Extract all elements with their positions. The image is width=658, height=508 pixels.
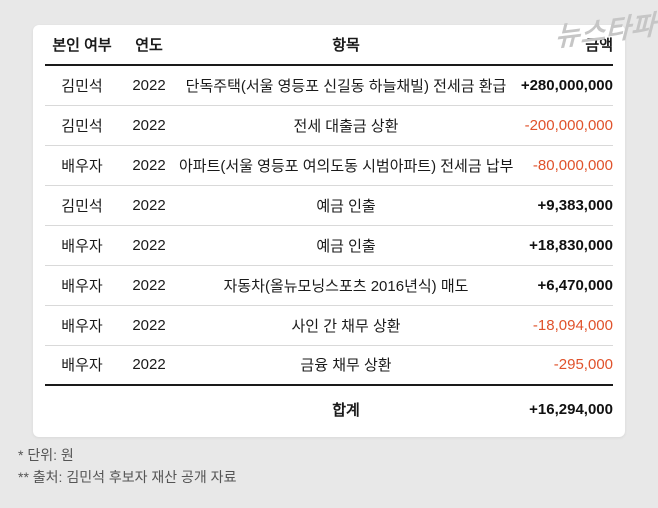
item-cell: 예금 인출 (179, 185, 513, 226)
total-empty-year (119, 385, 179, 433)
year-cell: 2022 (119, 65, 179, 106)
person-cell: 배우자 (45, 305, 119, 346)
amount-cell: +280,000,000 (513, 65, 613, 106)
total-row: 합계 +16,294,000 (45, 385, 613, 433)
table-row: 김민석 2022 전세 대출금 상환 -200,000,000 (45, 105, 613, 146)
item-cell: 금융 채무 상환 (179, 345, 513, 386)
item-cell: 사인 간 채무 상환 (179, 305, 513, 346)
amount-cell: -18,094,000 (513, 305, 613, 346)
item-cell: 자동차(올뉴모닝스포츠 2016년식) 매도 (179, 265, 513, 306)
amount-cell: -200,000,000 (513, 105, 613, 146)
total-empty-person (45, 385, 119, 433)
person-cell: 배우자 (45, 265, 119, 306)
person-cell: 배우자 (45, 345, 119, 386)
total-label: 합계 (332, 402, 360, 419)
year-cell: 2022 (119, 105, 179, 146)
person-cell: 김민석 (45, 65, 119, 106)
year-cell: 2022 (119, 265, 179, 306)
table-card: 본인 여부 연도 항목 금액 김민석 2022 단독주택(서울 영등포 신길동 하늘… (33, 25, 625, 437)
table-row: 김민석 2022 예금 인출 +9,383,000 (45, 185, 613, 226)
year-cell: 2022 (119, 145, 179, 186)
footnote-source: ** 출처: 김민석 후보자 재산 공개 자료 (18, 469, 237, 485)
amount-cell: -295,000 (513, 345, 613, 386)
item-cell: 예금 인출 (179, 225, 513, 266)
asset-changes-table: 본인 여부 연도 항목 금액 김민석 2022 단독주택(서울 영등포 신길동 하늘… (45, 25, 613, 433)
col-header-item: 항목 (179, 25, 513, 66)
amount-cell: +18,830,000 (513, 225, 613, 266)
person-cell: 배우자 (45, 225, 119, 266)
table-row: 배우자 2022 사인 간 채무 상환 -18,094,000 (45, 305, 613, 346)
footnote-unit: * 단위: 원 (18, 447, 74, 463)
person-cell: 김민석 (45, 185, 119, 226)
year-cell: 2022 (119, 225, 179, 266)
year-cell: 2022 (119, 185, 179, 226)
footnotes: * 단위: 원 ** 출처: 김민석 후보자 재산 공개 자료 (18, 444, 236, 488)
newstapa-logo: 뉴스타파 (554, 9, 656, 53)
table-row: 배우자 2022 아파트(서울 영등포 여의도동 시범아파트) 전세금 납부 -80,… (45, 145, 613, 186)
table-footer: 합계 +16,294,000 (45, 385, 613, 433)
header-row: 본인 여부 연도 항목 금액 (45, 25, 613, 66)
col-header-amount: 금액 (513, 25, 613, 66)
item-cell: 아파트(서울 영등포 여의도동 시범아파트) 전세금 납부 (179, 145, 513, 186)
col-header-year: 연도 (119, 25, 179, 66)
item-cell: 단독주택(서울 영등포 신길동 하늘채빌) 전세금 환급 (179, 65, 513, 106)
table-header: 본인 여부 연도 항목 금액 (45, 25, 613, 66)
table-row: 김민석 2022 단독주택(서울 영등포 신길동 하늘채빌) 전세금 환급 +280,… (45, 65, 613, 106)
year-cell: 2022 (119, 345, 179, 386)
col-header-person: 본인 여부 (45, 25, 119, 66)
table-row: 배우자 2022 금융 채무 상환 -295,000 (45, 345, 613, 386)
person-cell: 김민석 (45, 105, 119, 146)
item-cell: 전세 대출금 상환 (179, 105, 513, 146)
table-row: 배우자 2022 자동차(올뉴모닝스포츠 2016년식) 매도 +6,470,000 (45, 265, 613, 306)
table-body: 김민석 2022 단독주택(서울 영등포 신길동 하늘채빌) 전세금 환급 +280,… (45, 65, 613, 386)
person-cell: 배우자 (45, 145, 119, 186)
amount-cell: -80,000,000 (513, 145, 613, 186)
amount-cell: +6,470,000 (513, 265, 613, 306)
year-cell: 2022 (119, 305, 179, 346)
total-amount: +16,294,000 (529, 401, 613, 418)
amount-cell: +9,383,000 (513, 185, 613, 226)
table-row: 배우자 2022 예금 인출 +18,830,000 (45, 225, 613, 266)
